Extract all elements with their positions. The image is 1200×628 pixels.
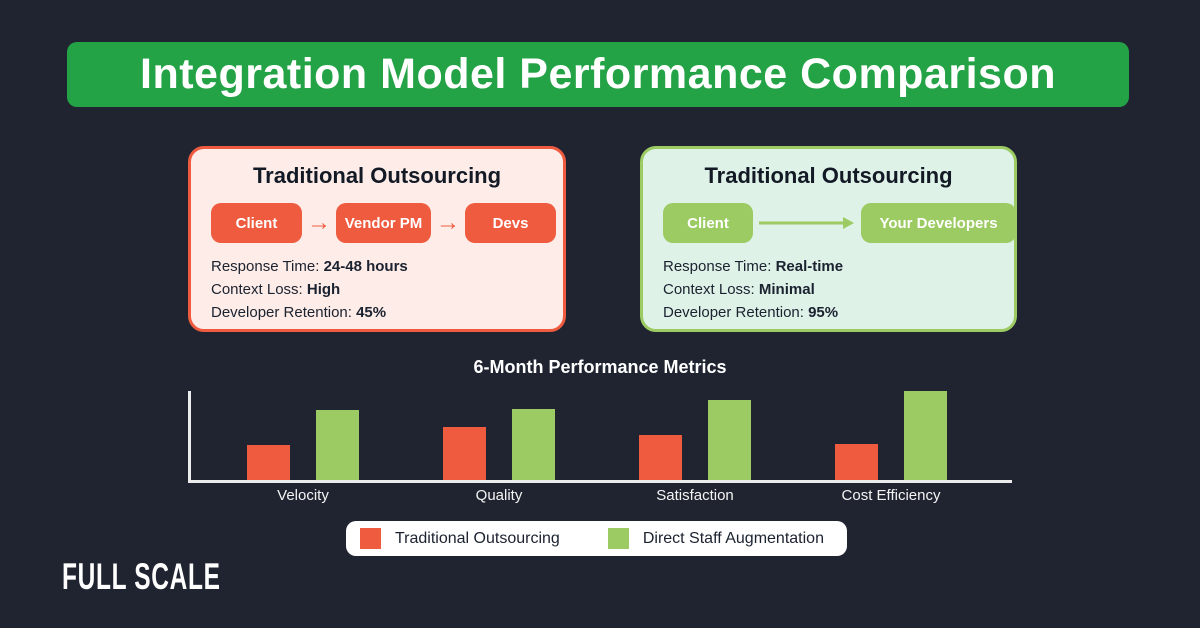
card-title: Traditional Outsourcing [704,163,953,188]
bar-traditional-cost-efficiency [835,444,878,480]
legend-item-direct: Direct Staff Augmentation [607,528,824,549]
category-label: Cost Efficiency [841,487,941,504]
bar-traditional-velocity [247,445,290,480]
chart-legend: Traditional Outsourcing Direct Staff Aug… [346,521,847,556]
category-label: Quality [475,487,523,504]
bar-direct-quality [512,409,555,480]
full-scale-logo: FULL SCALE [62,555,221,598]
stat-developer-retention: Developer Retention: 45% [211,304,387,321]
stat-developer-retention: Developer Retention: 95% [663,304,839,321]
bar-direct-cost-efficiency [904,391,947,480]
title-banner: Integration Model Performance Comparison [67,42,1129,107]
category-label: Satisfaction [656,487,734,504]
flow-node-your-developers: Your Developers [861,203,1016,243]
page-title: Integration Model Performance Comparison [140,50,1056,98]
stats-list: Response Time: 24-48 hours Context Loss:… [211,259,543,320]
flow-diagram: Client Your Developers [663,203,1016,243]
card-traditional-outsourcing: Traditional Outsourcing Client → Vendor … [188,146,566,332]
flow-node-client: Client [211,203,302,243]
flow-node-client: Client [663,203,753,243]
stat-context-loss: Context Loss: Minimal [663,281,815,298]
chart-title: 6-Month Performance Metrics [473,357,727,377]
legend-item-traditional: Traditional Outsourcing [360,528,560,549]
bar-traditional-satisfaction [639,435,682,480]
card-staff-augmentation: Traditional Outsourcing Client Your Deve… [640,146,1017,332]
category-label: Velocity [277,487,329,504]
legend-label: Direct Staff Augmentation [642,529,824,547]
legend-swatch-green [607,528,629,549]
legend-label: Traditional Outsourcing [395,529,560,547]
chart-plot: Velocity Quality Satisfaction Cost Efficien… [188,391,1012,504]
bar-traditional-quality [443,427,486,480]
stat-response-time: Response Time: 24-48 hours [211,258,408,275]
arrow-right-icon: → [436,209,460,236]
legend-swatch-orange [360,528,381,549]
flow-node-devs: Devs [465,203,556,243]
stat-context-loss: Context Loss: High [211,281,341,298]
flow-node-vendor-pm: Vendor PM [336,203,431,243]
flow-diagram: Client → Vendor PM → Devs [211,203,556,243]
bar-direct-satisfaction [708,400,751,480]
stat-response-time: Response Time: Real-time [663,258,844,275]
stats-list: Response Time: Real-time Context Loss: M… [663,259,994,320]
arrow-right-icon: → [307,209,331,236]
long-arrow-right-icon [759,216,855,230]
card-title: Traditional Outsourcing [252,163,502,188]
bar-direct-velocity [316,410,359,480]
